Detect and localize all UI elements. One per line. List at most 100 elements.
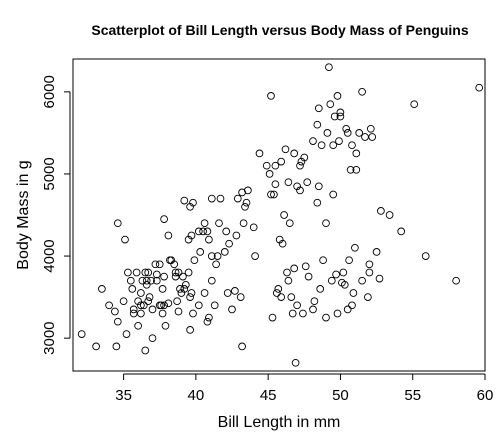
data-point [77,330,86,338]
data-point [225,239,233,248]
data-point [190,256,199,265]
data-point [134,321,142,330]
data-point [184,268,193,277]
data-point [242,198,251,207]
data-point [179,272,187,281]
data-point [365,268,374,277]
data-point [303,178,312,187]
data-point [184,235,193,244]
data-point [158,285,167,293]
data-point [231,287,239,295]
data-point [180,196,189,205]
data-point [126,276,135,285]
data-points [77,63,484,367]
data-point [290,149,299,158]
data-point [142,276,151,285]
x-axis-label: Bill Length in mm [218,414,341,431]
data-point [152,270,161,279]
data-point [121,235,129,244]
x-tick-label: 35 [115,387,132,404]
data-point [301,262,310,271]
y-tick-label: 3000 [41,321,58,354]
data-point [330,112,339,121]
data-point [366,124,375,133]
data-point [161,321,170,330]
data-point [223,289,232,297]
data-point [137,309,145,318]
data-point [176,285,184,293]
data-point [348,301,356,310]
data-point [313,120,322,129]
data-point [112,342,121,351]
data-point [177,289,186,297]
data-point [364,293,372,301]
data-point [268,313,277,322]
data-point [314,182,323,191]
data-point [187,231,196,240]
data-point [343,129,352,137]
data-point [345,256,353,265]
data-point [336,112,345,121]
data-point [128,285,137,293]
data-point [222,227,231,236]
data-point [365,260,374,269]
data-point [132,268,141,277]
data-point [244,186,252,195]
data-point [181,280,190,289]
data-point [309,137,317,145]
data-point [272,289,281,297]
data-point [338,278,346,287]
data-point [171,268,180,277]
data-point [137,301,145,310]
data-point [199,227,207,236]
plot-frame [72,58,486,372]
data-point [385,211,394,219]
data-point [124,268,132,277]
data-point [200,219,209,228]
data-point [205,235,213,244]
data-point [186,293,194,301]
data-point [174,307,183,316]
data-point [327,276,336,285]
data-point [304,272,313,281]
data-point [203,317,212,326]
data-point [280,211,288,219]
data-point [216,194,225,203]
data-point [141,346,150,355]
data-point [262,161,271,170]
data-point [144,268,153,277]
data-point [271,161,280,170]
data-point [228,305,236,314]
data-point [299,309,307,318]
x-axis: 35 40 45 50 55 60 [115,373,493,404]
data-point [271,180,280,189]
data-point [212,260,220,269]
data-point [270,190,278,199]
data-point [210,301,219,310]
data-point [113,219,122,228]
data-point [129,305,138,314]
data-point [164,231,173,240]
data-point [205,313,213,322]
data-point [343,305,352,314]
data-point [239,219,248,228]
data-point [274,285,283,293]
data-point [323,129,332,137]
data-point [348,141,356,150]
data-point [346,165,355,174]
data-point [148,305,157,314]
data-point [186,202,194,211]
data-point [351,243,359,252]
data-point [173,297,181,306]
data-point [397,227,406,236]
data-point [296,161,304,170]
data-point [139,301,148,310]
data-point [377,207,385,215]
data-point [333,92,342,100]
data-point [194,227,203,236]
data-point [283,268,291,277]
data-point [241,202,249,211]
data-point [288,309,297,318]
data-point [339,268,348,277]
